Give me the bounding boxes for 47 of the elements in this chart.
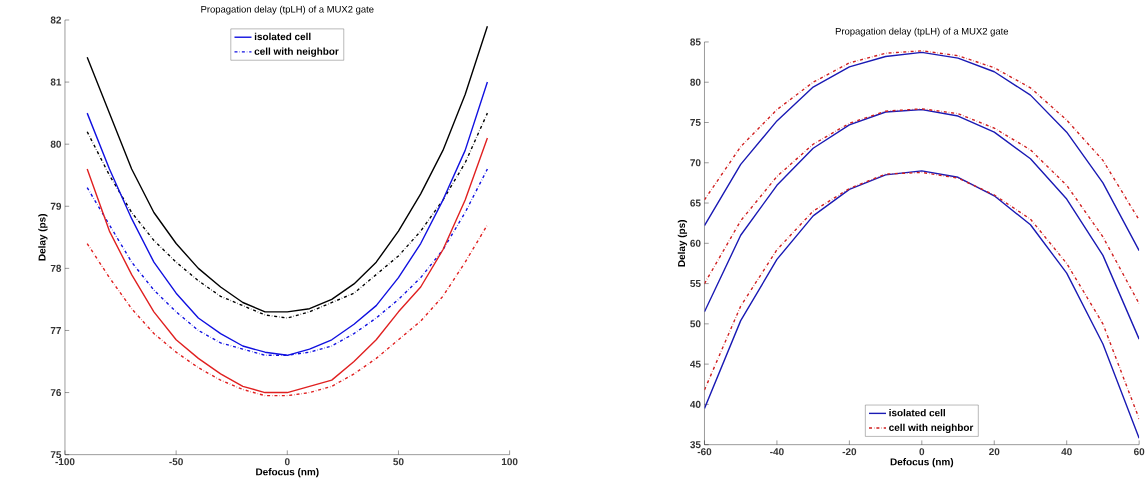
y-tick-label: 77 [50, 327, 62, 335]
line-series [86, 81, 489, 357]
y-tick-label: 81 [50, 78, 62, 86]
y-tick-label: 85 [690, 38, 701, 46]
x-tick-label: -50 [169, 458, 183, 466]
x-tick-label: -100 [55, 458, 75, 466]
y-tick-label: 76 [50, 389, 62, 397]
x-tick-label: -40 [770, 448, 784, 456]
x-tick-label: 50 [393, 458, 404, 466]
y-tick-label: 80 [50, 140, 62, 148]
y-tick-label: 50 [690, 320, 701, 328]
x-axis-title: Defocus (nm) [256, 468, 319, 478]
y-tick-label: 78 [50, 265, 62, 273]
legend-label: isolated cell [889, 409, 945, 417]
x-tick-label: 60 [1133, 448, 1145, 456]
line-series [704, 109, 1140, 341]
y-tick-label: 55 [690, 280, 701, 288]
legend-label: cell with neighbor [254, 47, 339, 58]
line-series [704, 51, 1140, 252]
y-tick-label: 45 [690, 360, 701, 368]
y-tick-label: 35 [690, 441, 701, 449]
x-tick-label: 100 [501, 458, 518, 466]
x-tick-label: 0 [284, 458, 290, 466]
y-axis-title: Delay (ps) [677, 220, 688, 267]
y-tick-label: 40 [690, 401, 701, 409]
y-tick-label: 75 [50, 451, 62, 459]
y-tick-label: 79 [50, 202, 62, 210]
y-tick-label: 75 [690, 119, 701, 127]
x-tick-label: -60 [697, 448, 712, 456]
legend-label: isolated cell [254, 33, 311, 41]
line-series [704, 50, 1140, 221]
line-series [86, 137, 489, 394]
line-series [704, 108, 1140, 305]
y-tick-label: 70 [690, 159, 701, 167]
x-tick-label: 40 [1061, 448, 1072, 456]
x-tick-label: 20 [989, 448, 1000, 456]
x-tick-label: -20 [842, 448, 857, 456]
y-tick-label: 65 [690, 199, 701, 207]
x-axis-title: Defocus (nm) [890, 458, 954, 468]
y-tick-label: 82 [50, 16, 62, 24]
legend-label: cell with neighbor [889, 423, 974, 434]
y-axis-title: Delay (ps) [38, 214, 48, 261]
y-tick-label: 80 [690, 78, 701, 86]
y-tick-label: 60 [690, 239, 701, 248]
chart-title: Propagation delay (tpLH) of a MUX2 gate [201, 5, 374, 15]
x-tick-label: 0 [919, 448, 925, 456]
chart-title: Propagation delay (tpLH) of a MUX2 gate [835, 27, 1009, 37]
